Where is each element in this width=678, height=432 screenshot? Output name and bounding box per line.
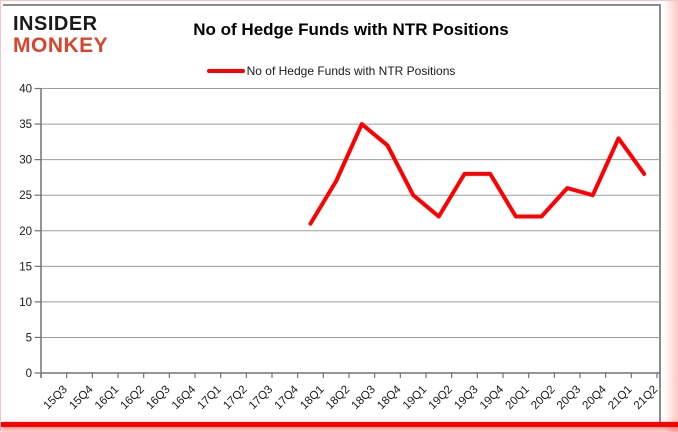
y-tick-label: 30 — [19, 155, 32, 167]
y-tick-label: 0 — [26, 368, 32, 380]
x-tick-label: 19Q1 — [401, 384, 429, 412]
x-tick-label: 17Q2 — [221, 384, 249, 412]
x-tick-label: 15Q4 — [67, 383, 96, 412]
chart-title: No of Hedge Funds with NTR Positions — [193, 20, 509, 39]
series-lines — [308, 122, 647, 226]
y-axis-labels: 0 5 10 15 20 25 30 35 40 — [19, 84, 32, 381]
x-tick-label: 18Q4 — [375, 383, 404, 412]
x-tick-label: 20Q1 — [504, 384, 532, 412]
x-tick-label: 17Q4 — [273, 383, 302, 412]
x-tick-label: 16Q2 — [119, 384, 147, 412]
logo-line1: INSIDER — [13, 13, 98, 35]
y-tick-label: 10 — [19, 297, 32, 309]
axes — [34, 87, 658, 378]
x-tick-label: 16Q4 — [170, 383, 199, 412]
x-tick-label: 15Q3 — [42, 384, 70, 412]
x-tick-label: 18Q2 — [324, 384, 352, 412]
x-tick-label: 17Q3 — [247, 384, 275, 412]
y-tick-label: 20 — [19, 226, 32, 238]
gridlines — [41, 88, 660, 374]
x-tick-label: 19Q2 — [427, 384, 455, 412]
legend-line-icon — [206, 69, 245, 73]
x-tick-label: 18Q3 — [350, 384, 378, 412]
y-tick-label: 5 — [26, 332, 32, 344]
y-tick-label: 40 — [19, 84, 32, 96]
y-tick-label: 15 — [19, 261, 32, 273]
legend: No of Hedge Funds with NTR Positions — [3, 64, 659, 78]
insider-monkey-logo: INSIDER MONKEY — [13, 13, 109, 57]
x-tick-label: 19Q4 — [478, 383, 507, 412]
x-tick-label: 16Q1 — [93, 384, 121, 412]
x-tick-label: 20Q2 — [529, 384, 557, 412]
x-tick-label: 20Q4 — [581, 383, 610, 412]
chart-container: INSIDER MONKEY No of Hedge Funds with NT… — [3, 4, 661, 422]
x-tick-label: 16Q3 — [144, 384, 172, 412]
legend-label: No of Hedge Funds with NTR Positions — [246, 64, 456, 78]
series-line — [308, 122, 647, 226]
x-tick-label: 18Q1 — [298, 384, 326, 412]
x-axis-labels: 15Q315Q416Q116Q216Q316Q417Q117Q217Q317Q4… — [42, 383, 661, 412]
y-tick-label: 35 — [19, 119, 32, 131]
x-tick-label: 17Q1 — [196, 384, 224, 412]
x-tick-label: 20Q3 — [555, 384, 583, 412]
logo-line2: MONKEY — [13, 34, 109, 57]
x-tick-label: 19Q3 — [452, 384, 480, 412]
frame-bottom-red-bar — [1, 422, 678, 427]
x-tick-label: 21Q2 — [632, 384, 660, 412]
x-tick-label: 21Q1 — [606, 384, 634, 412]
y-tick-label: 25 — [19, 190, 32, 202]
